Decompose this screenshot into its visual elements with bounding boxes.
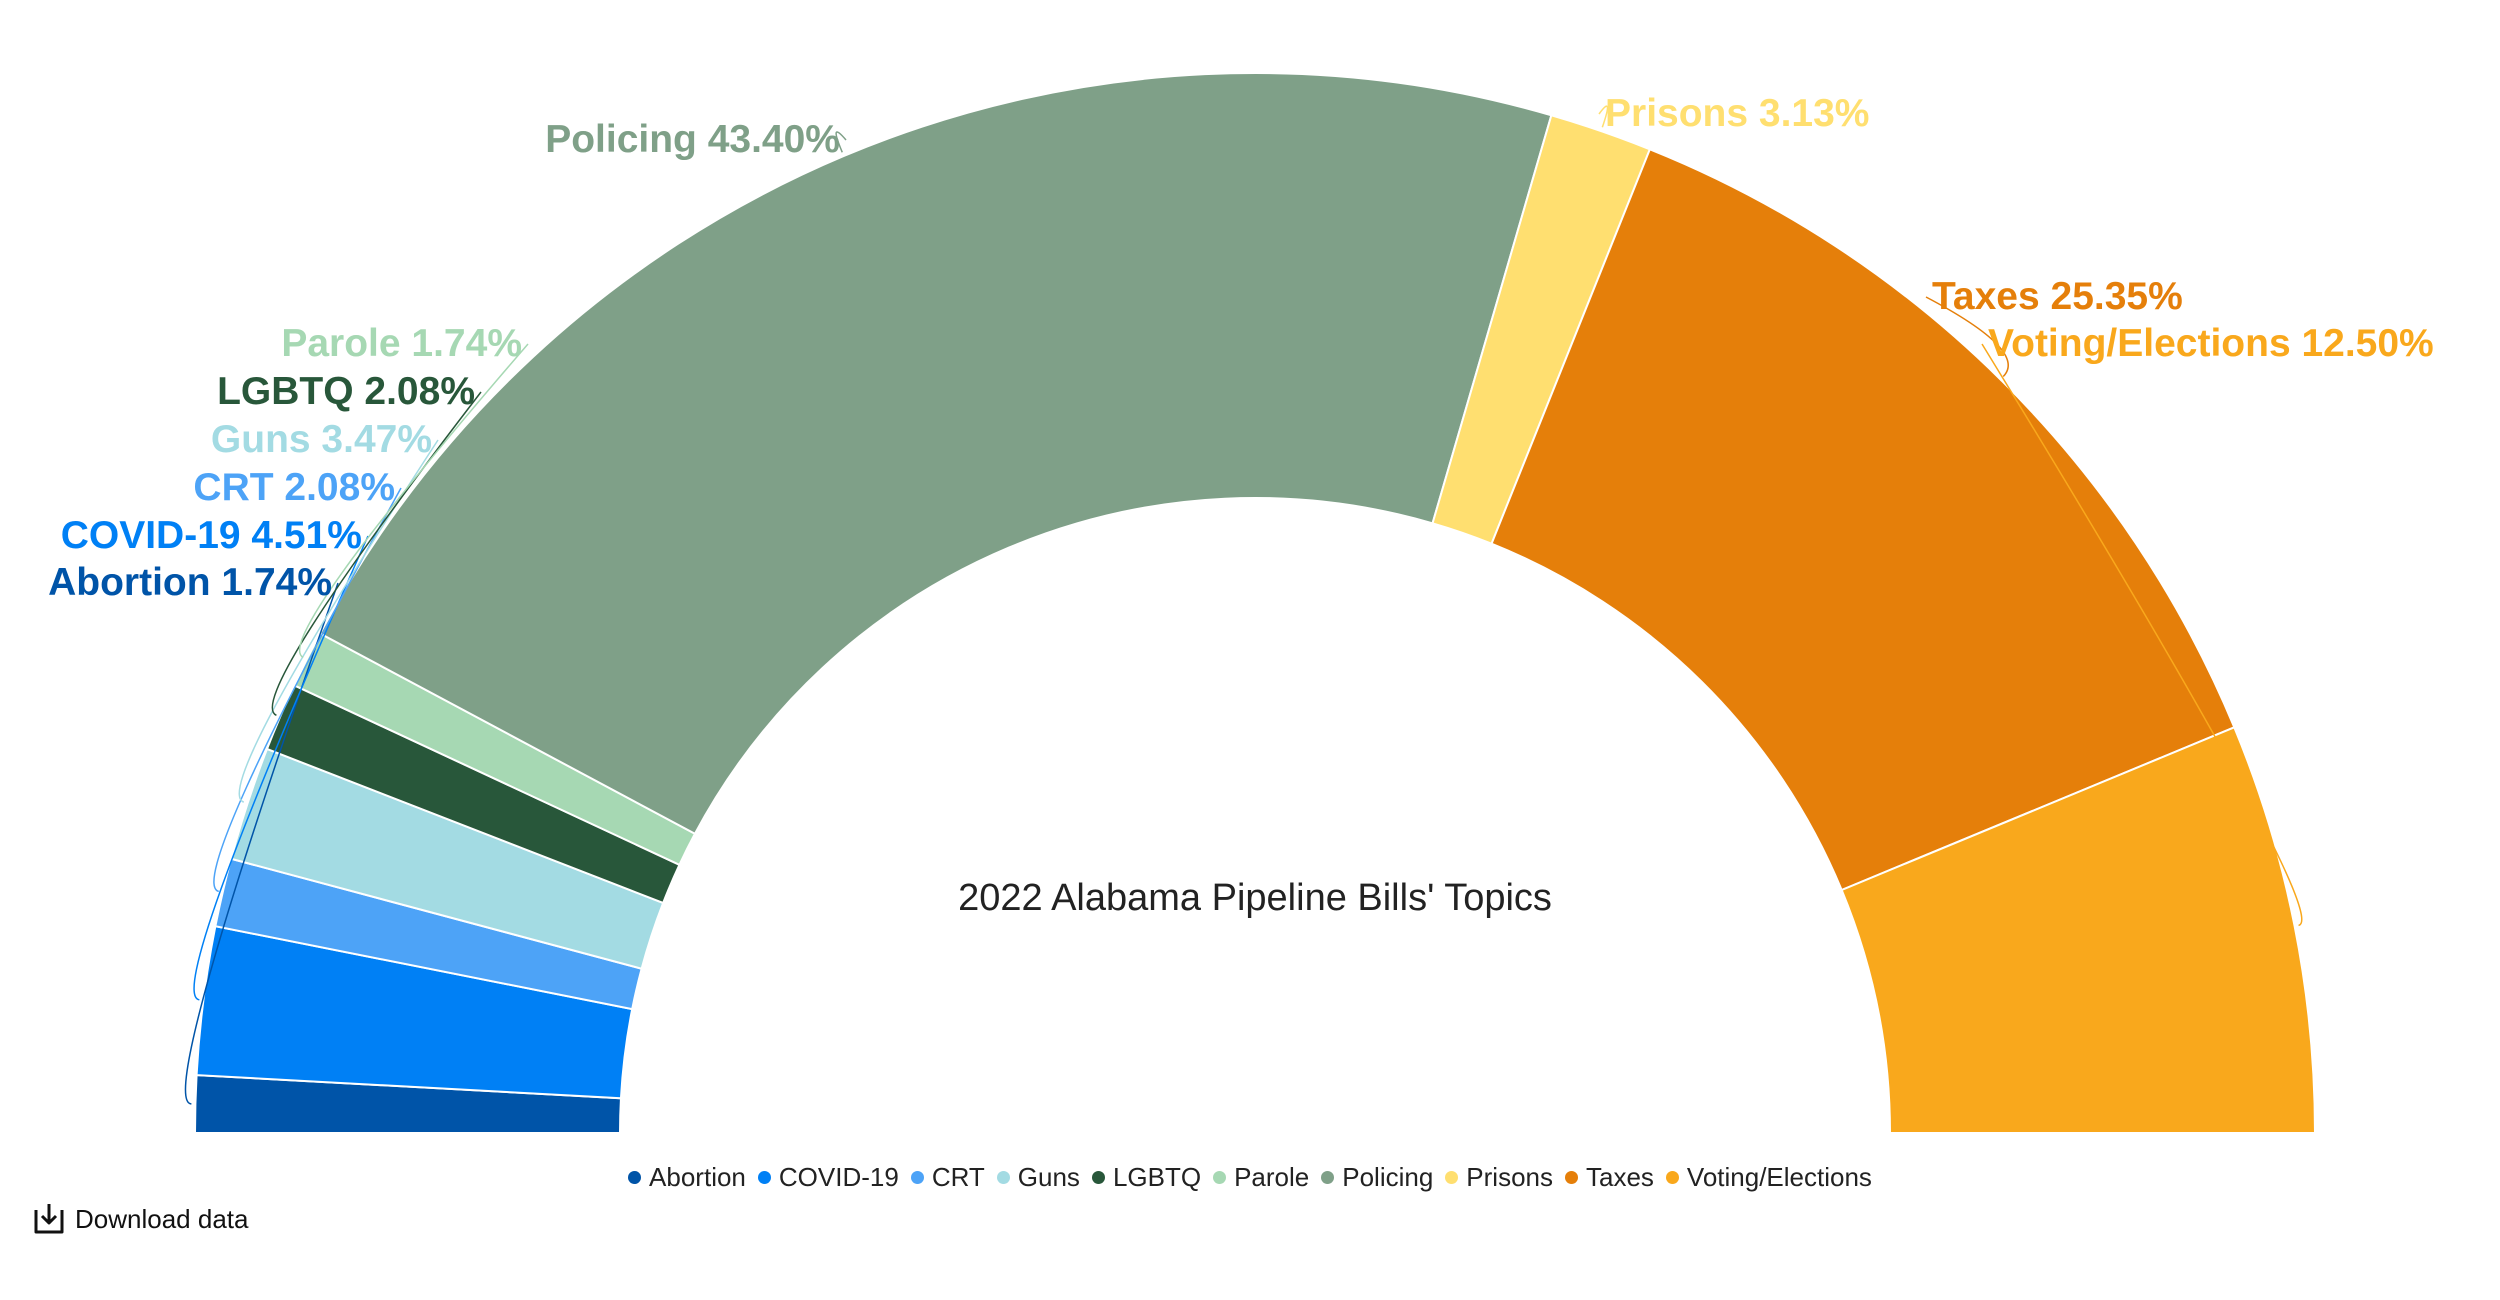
legend-label: Guns — [1017, 1162, 1080, 1192]
leader-line-abortion — [184, 582, 339, 1105]
legend-dot-icon — [1665, 1171, 1679, 1184]
leader-line-policing — [835, 131, 847, 153]
legend-item-policing[interactable]: Policing — [1321, 1162, 1433, 1193]
data-label-lgbtq: LGBTQ 2.08% — [217, 370, 475, 413]
legend-label: Policing — [1342, 1162, 1434, 1192]
legend-dot-icon — [1445, 1171, 1459, 1184]
legend-label: Taxes — [1586, 1162, 1654, 1192]
data-label-prisons: Prisons 3.13% — [1605, 92, 1869, 135]
leader-line-parole — [298, 343, 529, 659]
data-label-crt: CRT 2.08% — [193, 466, 395, 509]
legend-label: Abortion — [649, 1162, 746, 1192]
chart-legend: Abortion COVID-19 CRT Guns LGBTQ Parole Polici… — [0, 1162, 2500, 1193]
labels-layer: Abortion 1.74%COVID-19 4.51% CRT 2.08% Gun… — [48, 92, 2434, 604]
slice-voting-elections[interactable] — [1840, 726, 2317, 1134]
data-label-guns: Guns 3.47% — [211, 418, 432, 461]
slice-taxes[interactable] — [1490, 147, 2236, 892]
legend-label: LGBTQ — [1112, 1162, 1202, 1192]
download-data-label: Download data — [75, 1203, 249, 1234]
legend-item-crt[interactable]: CRT — [910, 1162, 985, 1193]
slice-policing[interactable] — [318, 72, 1553, 836]
legend-item-guns[interactable]: Guns — [996, 1162, 1080, 1193]
legend-item-taxes[interactable]: Taxes — [1565, 1162, 1654, 1193]
legend-label: CRT — [931, 1162, 985, 1192]
legend-dot-icon — [1321, 1171, 1335, 1184]
legend-dot-icon — [996, 1171, 1010, 1184]
legend-label: Voting/Elections — [1686, 1162, 1872, 1192]
legend-item-covid-19[interactable]: COVID-19 — [757, 1162, 899, 1193]
leader-line-covid-19 — [193, 535, 369, 1001]
legend-item-parole[interactable]: Parole — [1213, 1162, 1309, 1193]
legend-dot-icon — [1091, 1171, 1105, 1184]
download-data-button[interactable]: Download data — [33, 1202, 248, 1236]
legend-dot-icon — [1213, 1171, 1227, 1184]
data-label-voting-elections: Voting/Elections 12.50% — [1988, 322, 2434, 365]
legend-item-abortion[interactable]: Abortion — [628, 1162, 746, 1193]
leader-line-crt — [213, 487, 402, 893]
leader-line-guns — [238, 439, 439, 803]
legend-item-voting-elections[interactable]: Voting/Elections — [1665, 1162, 1872, 1193]
leader-line-taxes — [1925, 296, 2009, 378]
legend-dot-icon — [628, 1171, 642, 1184]
chart-title: 2022 Alabama Pipeline Bills' Topics — [958, 877, 1552, 919]
legend-label: Parole — [1234, 1162, 1310, 1192]
legend-item-prisons[interactable]: Prisons — [1445, 1162, 1553, 1193]
data-label-taxes: Taxes 25.35% — [1932, 275, 2183, 318]
legend-dot-icon — [1565, 1171, 1578, 1184]
data-label-abortion: Abortion 1.74% — [48, 561, 332, 604]
leaders-layer — [184, 105, 2303, 1105]
legend-label: Prisons — [1466, 1162, 1553, 1192]
download-icon — [34, 1204, 64, 1234]
legend-dot-icon — [757, 1171, 771, 1184]
data-label-parole: Parole 1.74% — [281, 322, 522, 365]
leader-line-voting-elections — [1981, 343, 2303, 927]
data-label-policing: Policing 43.40% — [545, 118, 840, 161]
legend-item-lgbtq[interactable]: LGBTQ — [1091, 1162, 1202, 1193]
leader-line-prisons — [1598, 105, 1609, 128]
legend-label: COVID-19 — [778, 1162, 899, 1192]
legend-dot-icon — [910, 1171, 924, 1184]
data-label-covid-19: COVID-19 4.51% — [61, 514, 362, 557]
slices-layer — [193, 72, 2317, 1134]
